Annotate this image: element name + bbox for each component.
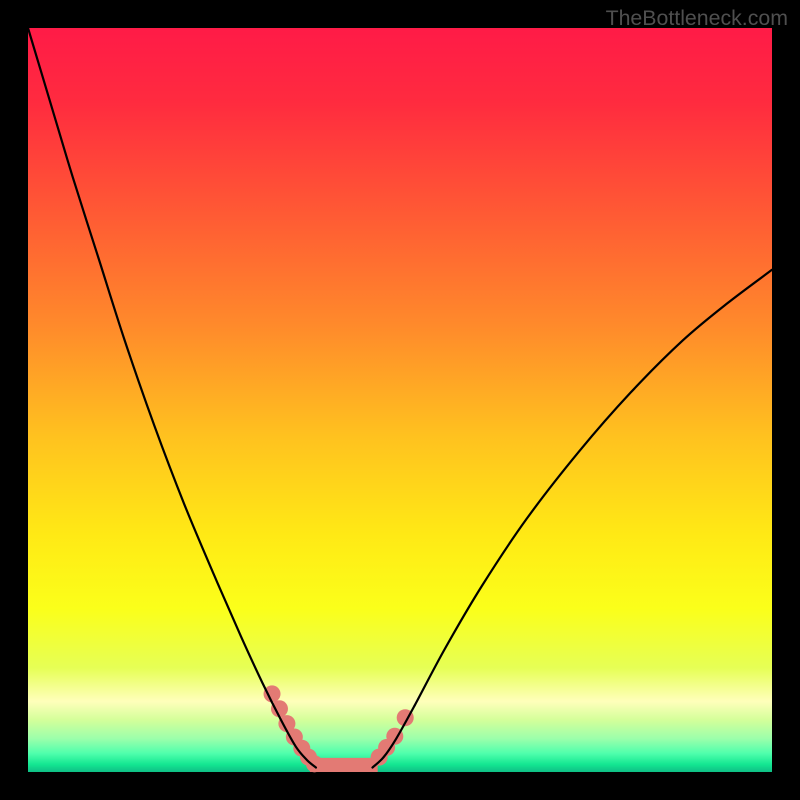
chart-root: TheBottleneck.com [0,0,800,800]
curve-left [28,28,316,768]
curve-right [372,270,772,768]
watermark-text: TheBottleneck.com [606,6,788,31]
marker-left [306,755,323,772]
chart-svg-layer [0,0,800,800]
